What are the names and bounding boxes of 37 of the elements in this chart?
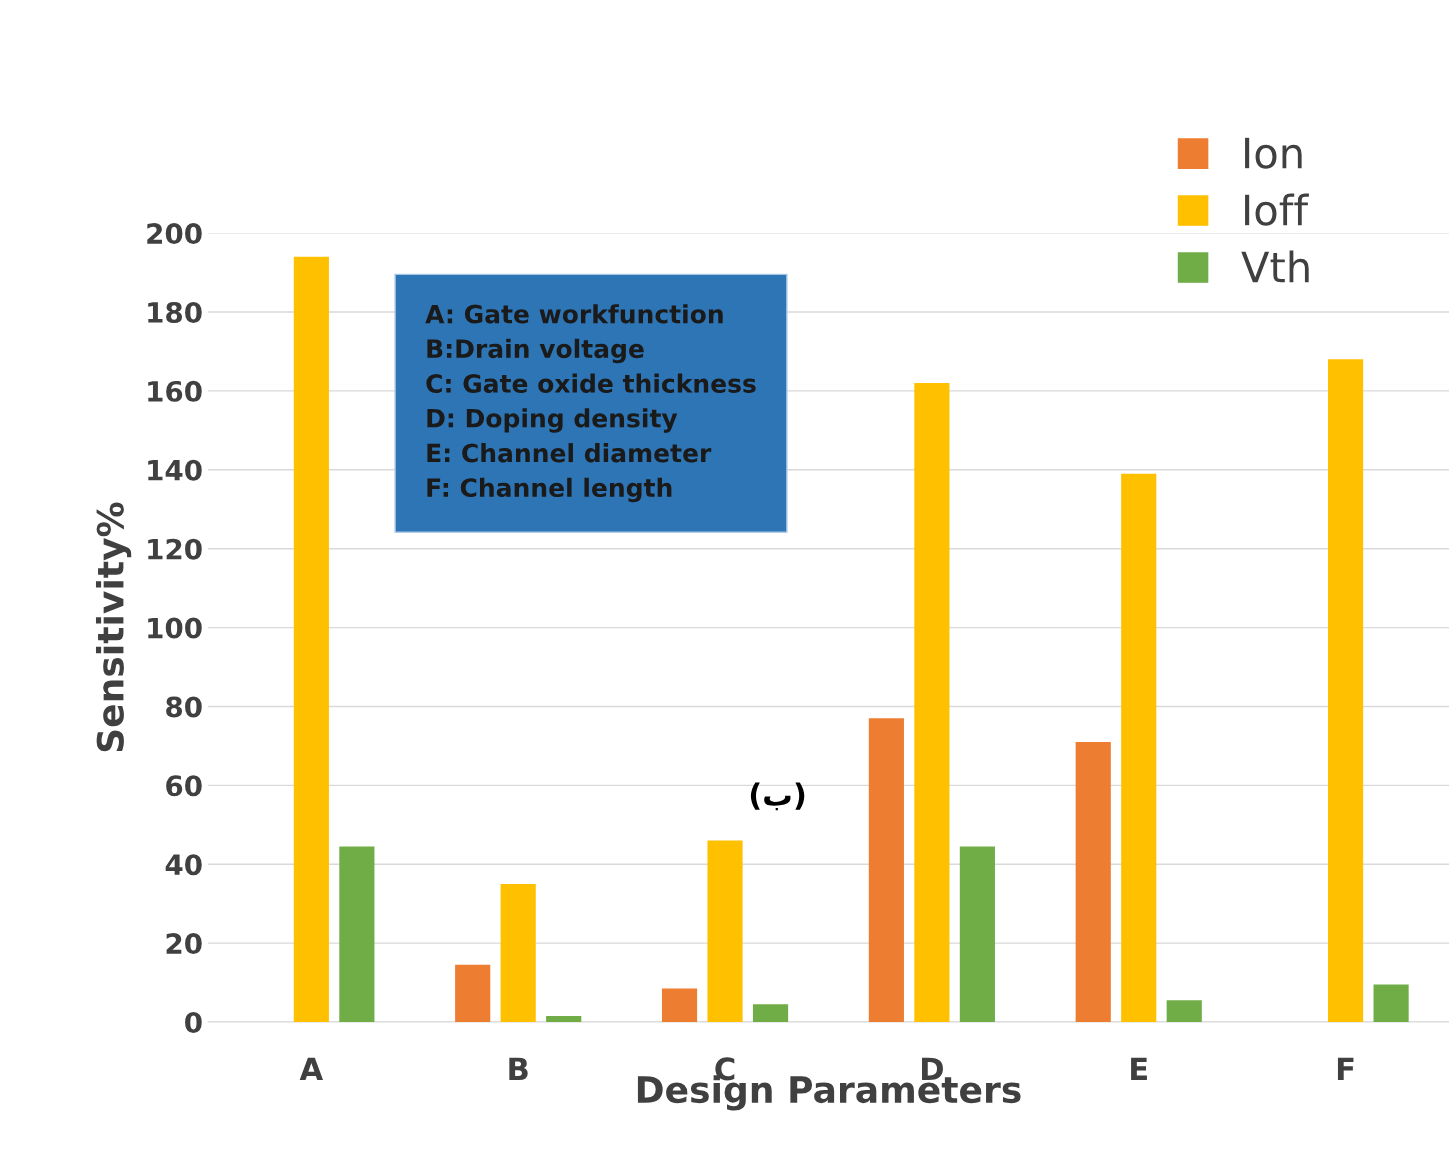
legend-label: Ioff — [1245, 193, 1309, 226]
bar — [1166, 1000, 1202, 1023]
y-tick-label: 160 — [148, 380, 202, 402]
bar — [707, 840, 743, 1023]
bar — [1328, 359, 1364, 1023]
bar — [339, 846, 375, 1023]
y-tick-label: 100 — [148, 617, 202, 639]
bar — [500, 883, 536, 1023]
y-tick-label: 40 — [165, 854, 202, 876]
bar — [959, 846, 995, 1023]
bar — [1075, 741, 1111, 1023]
annotation: (ب) — [750, 782, 805, 811]
y-tick-label: 60 — [166, 775, 202, 797]
y-axis-title: Sensitivity% — [95, 502, 132, 752]
y-tick-label: 0 — [185, 1011, 202, 1033]
bar — [546, 1016, 582, 1023]
bar — [868, 718, 904, 1023]
y-tick-label: 80 — [166, 696, 202, 718]
bar — [1373, 984, 1409, 1023]
y-tick-label: 120 — [148, 538, 202, 560]
x-tick-label: F — [1337, 1057, 1354, 1080]
y-tick-label: 180 — [148, 301, 202, 323]
legend-label: Ion — [1245, 137, 1302, 169]
x-tick-label: B — [509, 1057, 528, 1080]
y-tick-label: 140 — [148, 459, 202, 481]
bar — [914, 383, 950, 1023]
y-tick-label: 200 — [147, 223, 202, 245]
bar — [661, 988, 698, 1023]
bar — [293, 256, 329, 1023]
annotation: A: Gate workfunction B:Drain voltage C: Gate oxide thickness D: Doping density E: Channel diameter F: Channel length — [425, 304, 756, 503]
x-tick-label: A — [299, 1057, 324, 1080]
bar — [455, 964, 491, 1023]
x-tick-label: E — [1131, 1057, 1147, 1080]
bar — [1121, 473, 1157, 1023]
legend-label: Vth — [1241, 250, 1309, 283]
bar — [752, 1004, 789, 1023]
y-tick-label: 20 — [166, 933, 202, 955]
